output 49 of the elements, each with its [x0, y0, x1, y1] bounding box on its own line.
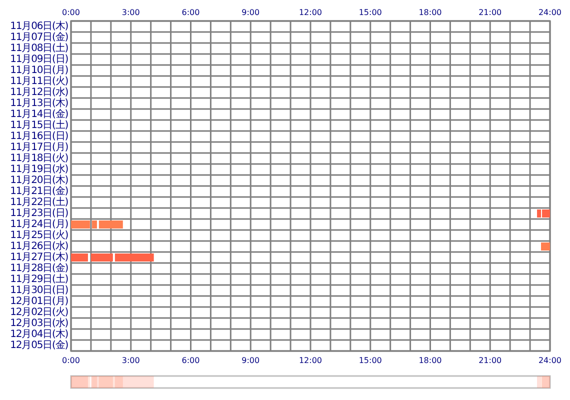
x-tick-label: 3:00 — [122, 8, 140, 17]
y-tick-label: 11月06日(木) — [10, 20, 69, 32]
y-tick-label: 11月29日(土) — [10, 273, 69, 285]
x-tick-label: 12:00 — [298, 8, 322, 17]
x-tick-label: 15:00 — [358, 8, 382, 17]
bar — [90, 254, 113, 262]
y-tick-label: 11月14日(金) — [10, 108, 69, 120]
x2-tick-label: 3:00 — [122, 356, 140, 365]
x-tick-label: 0:00 — [62, 8, 80, 17]
y-tick-label: 11月30日(日) — [10, 285, 69, 296]
y-tick-label: 11月19日(水) — [10, 163, 69, 175]
y-tick-label: 11月16日(日) — [10, 131, 69, 142]
y-tick-label: 11月17日(月) — [10, 142, 69, 153]
x-tick-label: 21:00 — [478, 8, 502, 17]
y-tick-label: 11月13日(木) — [10, 97, 69, 109]
x-tick-label: 6:00 — [182, 8, 200, 17]
y-tick-label: 12月05日(金) — [10, 339, 69, 351]
y-tick-label: 12月02日(火) — [10, 306, 69, 318]
x2-tick-label: 0:00 — [62, 356, 80, 365]
y-tick-label: 11月18日(火) — [10, 152, 69, 164]
y-tick-label: 11月12日(水) — [10, 86, 69, 98]
x2-tick-label: 12:00 — [298, 356, 322, 365]
y-tick-label: 12月03日(水) — [10, 317, 69, 329]
x2-tick-label: 9:00 — [242, 356, 260, 365]
x-tick-label: 9:00 — [242, 8, 260, 17]
x2-tick-label: 6:00 — [182, 356, 200, 365]
y-tick-label: 11月09日(日) — [10, 54, 69, 65]
y-tick-label: 11月23日(日) — [10, 208, 69, 219]
x-tick-label: 24:00 — [538, 8, 562, 17]
y-tick-label: 11月08日(土) — [10, 42, 69, 54]
x2-tick-label: 18:00 — [418, 356, 442, 365]
y-tick-label: 11月25日(火) — [10, 229, 69, 241]
y-tick-label: 11月07日(金) — [10, 31, 69, 43]
y-tick-label: 11月24日(月) — [10, 219, 69, 230]
y-tick-label: 11月27日(木) — [10, 251, 69, 263]
y-tick-label: 11月11日(火) — [10, 75, 69, 87]
y-tick-label: 11月22日(土) — [10, 196, 69, 208]
x2-tick-label: 15:00 — [358, 356, 382, 365]
y-tick-label: 11月28日(金) — [10, 262, 69, 274]
y-tick-label: 12月04日(木) — [10, 328, 69, 340]
y-tick-label: 12月01日(月) — [10, 296, 69, 307]
y-tick-label: 11月26日(水) — [10, 240, 69, 252]
x2-tick-label: 21:00 — [478, 356, 502, 365]
y-tick-label: 11月20日(木) — [10, 174, 69, 186]
x-tick-label: 18:00 — [418, 8, 442, 17]
y-tick-label: 11月15日(土) — [10, 119, 69, 131]
y-tick-label: 11月21日(金) — [10, 185, 69, 197]
x2-tick-label: 24:00 — [538, 356, 562, 365]
y-tick-label: 11月10日(月) — [10, 65, 69, 76]
